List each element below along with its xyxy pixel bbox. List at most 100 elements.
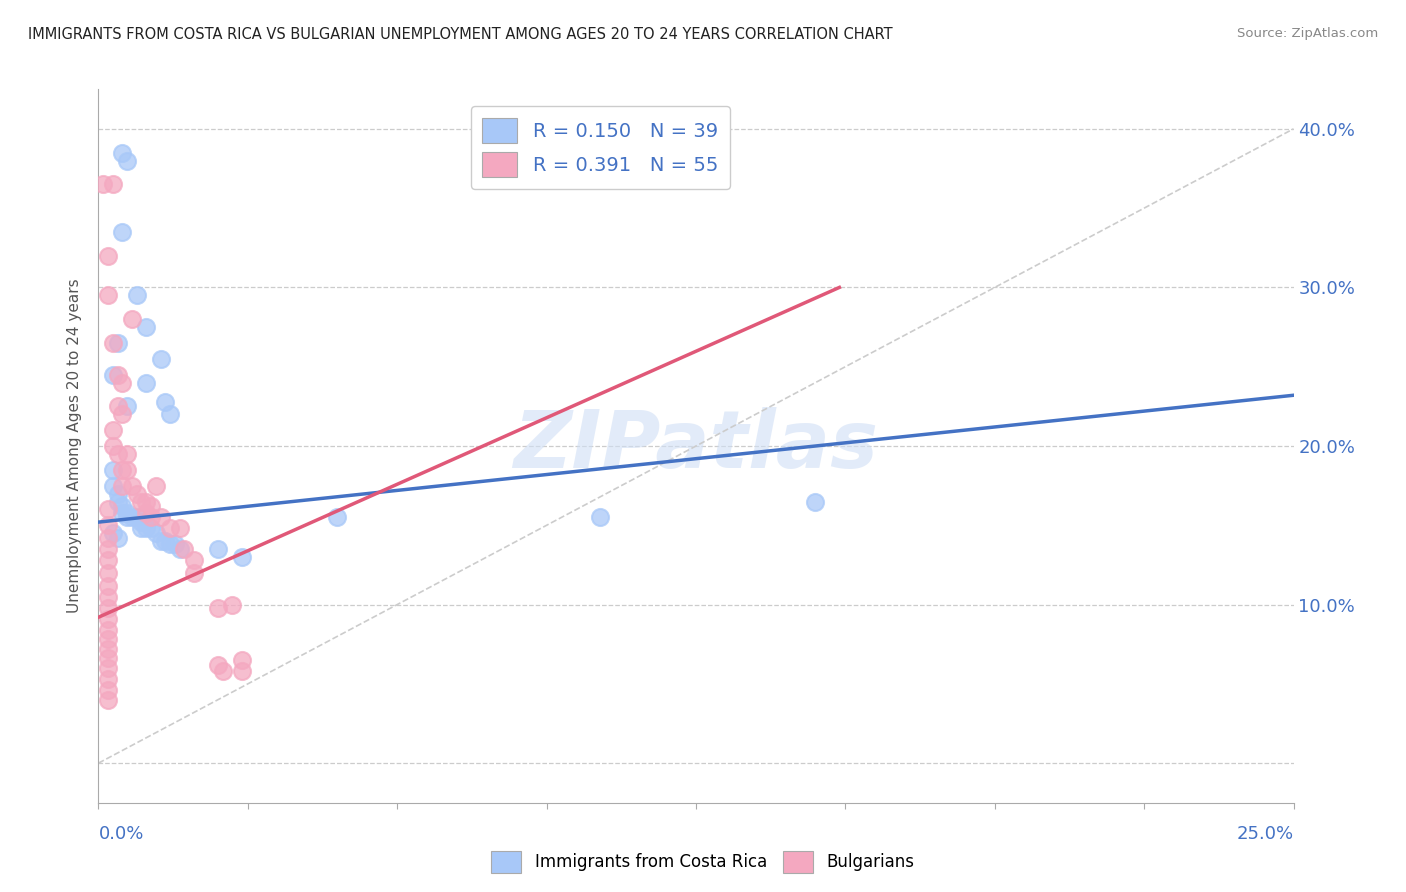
Point — [163, 537, 186, 551]
Point — [107, 494, 129, 508]
Point — [97, 553, 120, 567]
Point — [149, 534, 172, 549]
Point — [159, 521, 181, 535]
Point — [149, 510, 172, 524]
Point — [125, 288, 148, 302]
Point — [173, 542, 195, 557]
Point — [111, 478, 134, 492]
Point — [183, 553, 205, 567]
Point — [115, 447, 138, 461]
Point — [207, 657, 229, 672]
Point — [97, 632, 120, 647]
Point — [107, 486, 129, 500]
Point — [97, 651, 120, 665]
Point — [207, 600, 229, 615]
Point — [101, 478, 124, 492]
Point — [91, 178, 114, 192]
Point — [111, 376, 134, 390]
Point — [111, 145, 134, 160]
Point — [97, 566, 120, 580]
Point — [97, 623, 120, 637]
Point — [135, 320, 157, 334]
Point — [107, 531, 129, 545]
Point — [111, 500, 134, 514]
Text: 25.0%: 25.0% — [1236, 825, 1294, 843]
Point — [111, 407, 134, 421]
Point — [97, 518, 120, 533]
Point — [97, 590, 120, 604]
Point — [169, 521, 191, 535]
Point — [97, 683, 120, 698]
Point — [101, 439, 124, 453]
Point — [149, 351, 172, 366]
Point — [145, 526, 167, 541]
Point — [115, 153, 138, 168]
Text: Source: ZipAtlas.com: Source: ZipAtlas.com — [1237, 27, 1378, 40]
Text: 0.0%: 0.0% — [98, 825, 143, 843]
Point — [101, 178, 124, 192]
Point — [121, 478, 143, 492]
Point — [159, 537, 181, 551]
Point — [211, 664, 233, 678]
Point — [231, 653, 253, 667]
Point — [97, 249, 120, 263]
Point — [97, 661, 120, 675]
Point — [125, 510, 148, 524]
Point — [107, 447, 129, 461]
Point — [111, 463, 134, 477]
Point — [155, 394, 177, 409]
Point — [115, 463, 138, 477]
Point — [115, 506, 138, 520]
Point — [97, 642, 120, 657]
Point — [121, 510, 143, 524]
Point — [139, 500, 162, 514]
Point — [131, 515, 153, 529]
Point — [97, 502, 120, 516]
Point — [145, 478, 167, 492]
Point — [97, 531, 120, 545]
Point — [121, 312, 143, 326]
Point — [97, 612, 120, 626]
Point — [135, 376, 157, 390]
Point — [97, 672, 120, 686]
Point — [589, 510, 612, 524]
Point — [139, 521, 162, 535]
Point — [101, 526, 124, 541]
Point — [131, 521, 153, 535]
Point — [97, 288, 120, 302]
Point — [107, 400, 129, 414]
Point — [101, 335, 124, 350]
Point — [115, 510, 138, 524]
Point — [231, 664, 253, 678]
Point — [135, 506, 157, 520]
Point — [135, 494, 157, 508]
Point — [111, 225, 134, 239]
Point — [155, 534, 177, 549]
Text: ZIPatlas: ZIPatlas — [513, 407, 879, 485]
Point — [139, 510, 162, 524]
Point — [101, 368, 124, 382]
Point — [97, 578, 120, 592]
Text: IMMIGRANTS FROM COSTA RICA VS BULGARIAN UNEMPLOYMENT AMONG AGES 20 TO 24 YEARS C: IMMIGRANTS FROM COSTA RICA VS BULGARIAN … — [28, 27, 893, 42]
Point — [207, 542, 229, 557]
Point — [231, 549, 253, 564]
Legend: Immigrants from Costa Rica, Bulgarians: Immigrants from Costa Rica, Bulgarians — [485, 845, 921, 880]
Y-axis label: Unemployment Among Ages 20 to 24 years: Unemployment Among Ages 20 to 24 years — [67, 278, 83, 614]
Point — [101, 423, 124, 437]
Point — [97, 542, 120, 557]
Point — [135, 521, 157, 535]
Point — [326, 510, 349, 524]
Point — [804, 494, 827, 508]
Legend: R = 0.150   N = 39, R = 0.391   N = 55: R = 0.150 N = 39, R = 0.391 N = 55 — [471, 106, 730, 189]
Point — [115, 400, 138, 414]
Point — [221, 598, 243, 612]
Point — [97, 600, 120, 615]
Point — [97, 692, 120, 706]
Point — [159, 407, 181, 421]
Point — [169, 542, 191, 557]
Point — [183, 566, 205, 580]
Point — [107, 368, 129, 382]
Point — [111, 506, 134, 520]
Point — [125, 486, 148, 500]
Point — [107, 335, 129, 350]
